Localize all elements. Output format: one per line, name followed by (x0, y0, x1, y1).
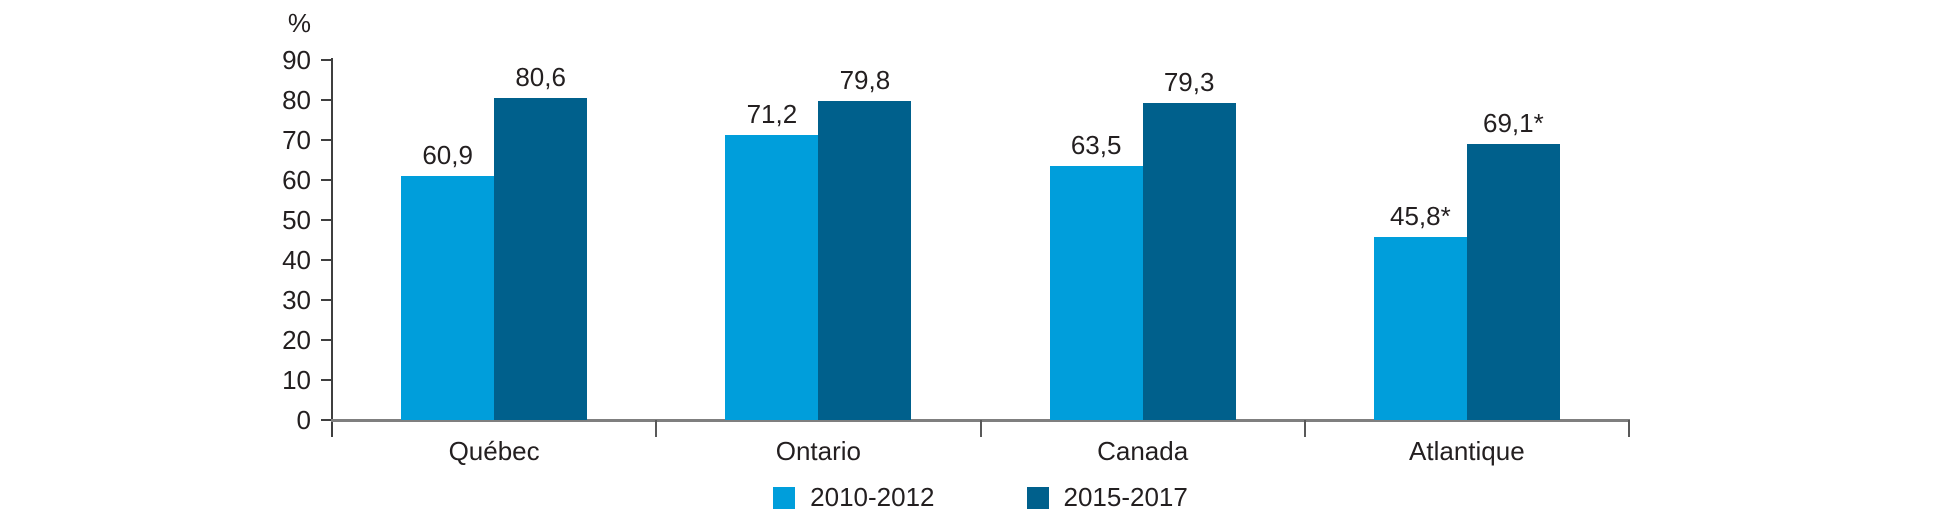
y-tick-90 (321, 59, 331, 61)
bar-quebec-2010-2012 (401, 176, 495, 420)
bar-canada-2010-2012 (1049, 166, 1143, 420)
value-label-atlantique-2015-2017: 69,1* (1483, 107, 1544, 138)
y-tick-label-0: 0 (296, 405, 311, 435)
legend-label-2015-2017: 2015-2017 (1063, 482, 1188, 512)
value-label-canada-2015-2017: 79,3 (1163, 66, 1215, 97)
y-tick-50 (321, 219, 331, 221)
bar-ontario-2010-2012 (725, 135, 819, 420)
y-tick-20 (321, 339, 331, 341)
y-tick-40 (321, 259, 331, 261)
y-tick-label-50: 50 (282, 205, 311, 235)
y-tick-80 (321, 99, 331, 101)
y-tick-60 (321, 179, 331, 181)
y-axis-unit-label: % (287, 8, 311, 38)
x-axis-tick-2 (979, 420, 982, 437)
x-label-quebec: Québec (448, 436, 540, 466)
x-label-ontario: Ontario (775, 436, 861, 466)
legend-swatch-2015-2017 (1026, 486, 1049, 509)
y-tick-label-80: 80 (282, 85, 311, 115)
value-label-ontario-2015-2017: 79,8 (839, 64, 891, 95)
y-tick-label-30: 30 (282, 285, 311, 315)
y-tick-label-60: 60 (282, 165, 311, 195)
y-tick-label-20: 20 (282, 325, 311, 355)
legend-item-2010-2012: 2010-2012 (773, 482, 935, 513)
legend-label-2010-2012: 2010-2012 (810, 482, 935, 512)
bar-atlantique-2015-2017 (1466, 143, 1560, 420)
value-label-canada-2010-2012: 63,5 (1070, 130, 1122, 160)
y-tick-0 (321, 419, 331, 421)
y-tick-10 (321, 379, 331, 381)
bar-atlantique-2010-2012 (1373, 236, 1467, 420)
x-axis-tick-4 (1628, 420, 1630, 437)
value-label-quebec-2010-2012: 60,9 (422, 140, 473, 171)
y-tick-label-90: 90 (282, 45, 311, 75)
y-tick-30 (321, 299, 331, 301)
x-label-atlantique: Atlantique (1409, 436, 1525, 466)
y-tick-70 (321, 139, 331, 141)
y-tick-label-40: 40 (282, 245, 311, 275)
y-tick-label-70: 70 (282, 125, 311, 155)
value-label-ontario-2010-2012: 71,2 (746, 99, 798, 130)
x-axis-tick-1 (655, 420, 658, 437)
legend: 2010-2012 2015-2017 (332, 482, 1629, 513)
y-axis-line (331, 58, 333, 437)
bar-ontario-2015-2017 (818, 100, 912, 420)
x-label-canada: Canada (1097, 436, 1189, 466)
bar-canada-2015-2017 (1142, 102, 1236, 420)
bar-quebec-2015-2017 (494, 97, 588, 420)
legend-item-2015-2017: 2015-2017 (1026, 482, 1188, 513)
legend-swatch-2010-2012 (773, 486, 796, 509)
value-label-atlantique-2010-2012: 45,8* (1390, 200, 1451, 231)
y-tick-label-10: 10 (282, 365, 311, 395)
value-label-quebec-2015-2017: 80,6 (515, 61, 566, 92)
x-axis-tick-3 (1303, 420, 1306, 437)
